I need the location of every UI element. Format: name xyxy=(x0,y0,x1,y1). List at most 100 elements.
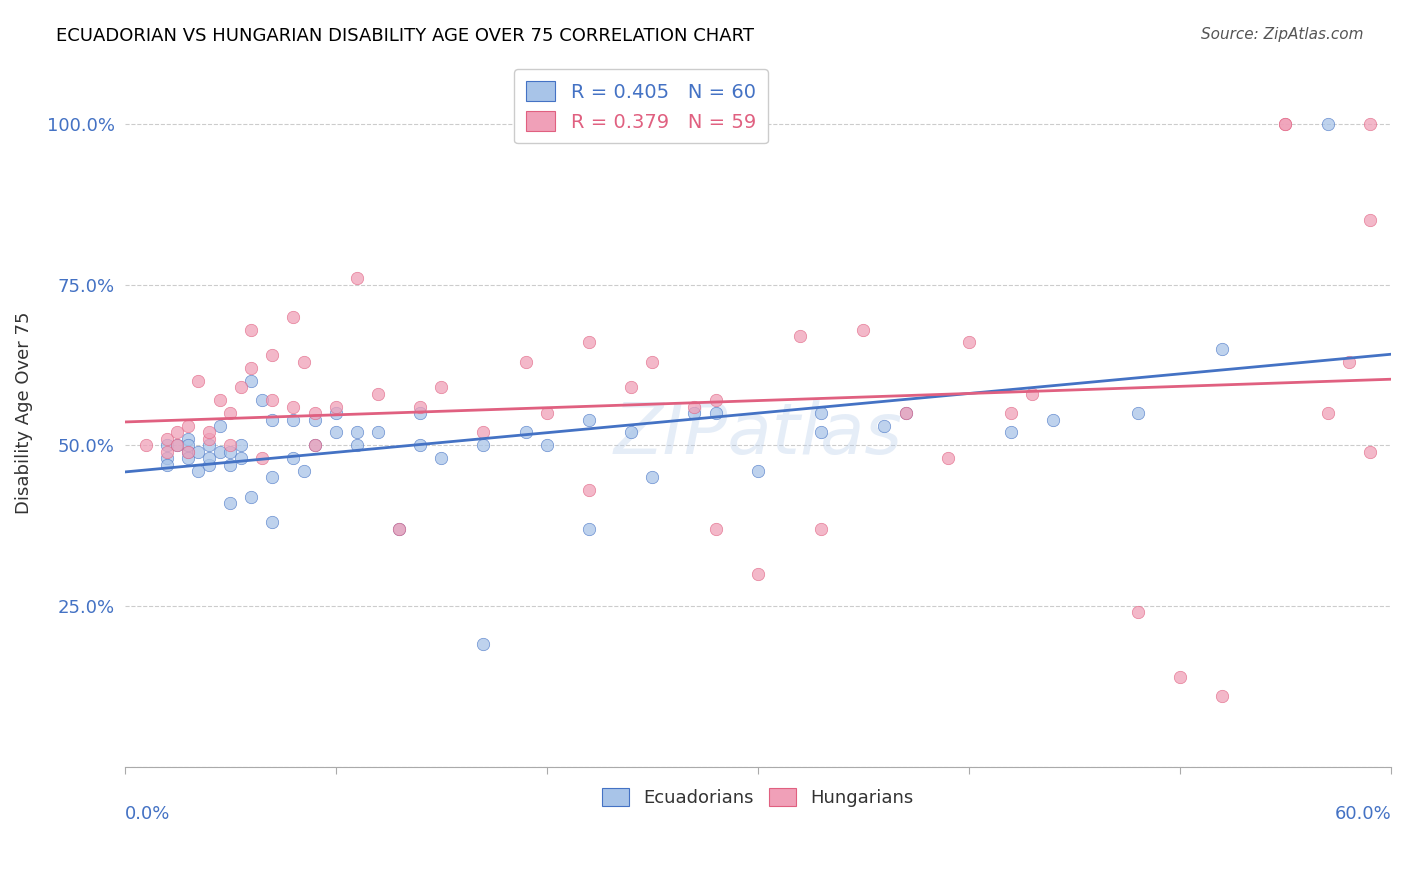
Point xyxy=(229,438,252,452)
Point xyxy=(219,438,242,452)
Point xyxy=(1358,117,1381,131)
Point xyxy=(240,374,263,388)
Point xyxy=(388,522,411,536)
Point xyxy=(240,322,263,336)
Point xyxy=(166,438,188,452)
Point xyxy=(250,451,273,466)
Point xyxy=(177,419,200,434)
Point xyxy=(1126,605,1149,619)
Point xyxy=(325,406,347,420)
Point xyxy=(578,522,600,536)
Point xyxy=(346,425,368,440)
Point xyxy=(219,496,242,510)
Point xyxy=(704,406,727,420)
Point xyxy=(894,406,917,420)
Point xyxy=(1358,444,1381,458)
Point xyxy=(1168,670,1191,684)
Point xyxy=(283,412,305,426)
Point xyxy=(346,438,368,452)
Point xyxy=(747,464,769,478)
Point xyxy=(894,406,917,420)
Point xyxy=(578,412,600,426)
Point xyxy=(1316,406,1339,420)
Point xyxy=(219,444,242,458)
Point xyxy=(304,406,326,420)
Point xyxy=(683,406,706,420)
Point xyxy=(198,438,221,452)
Point xyxy=(262,516,284,530)
Point xyxy=(187,464,209,478)
Point xyxy=(208,393,231,408)
Point xyxy=(472,638,495,652)
Point xyxy=(325,400,347,414)
Point xyxy=(177,444,200,458)
Point xyxy=(177,438,200,452)
Point xyxy=(156,432,179,446)
Point xyxy=(283,400,305,414)
Point xyxy=(578,483,600,498)
Point xyxy=(409,406,432,420)
Point xyxy=(187,444,209,458)
Point xyxy=(1316,117,1339,131)
Point xyxy=(262,348,284,362)
Point xyxy=(789,329,811,343)
Point xyxy=(936,451,959,466)
Point xyxy=(1126,406,1149,420)
Point xyxy=(262,412,284,426)
Point xyxy=(536,438,558,452)
Point xyxy=(304,438,326,452)
Point xyxy=(873,419,896,434)
Point xyxy=(219,406,242,420)
Point xyxy=(472,438,495,452)
Point xyxy=(177,432,200,446)
Point xyxy=(219,458,242,472)
Point xyxy=(515,425,537,440)
Point xyxy=(229,451,252,466)
Point xyxy=(262,470,284,484)
Point xyxy=(430,380,453,394)
Point xyxy=(810,406,832,420)
Point xyxy=(430,451,453,466)
Point xyxy=(325,425,347,440)
Point xyxy=(1021,386,1043,401)
Legend: Ecuadorians, Hungarians: Ecuadorians, Hungarians xyxy=(595,780,921,814)
Text: 60.0%: 60.0% xyxy=(1334,805,1391,823)
Point xyxy=(578,335,600,350)
Point xyxy=(250,393,273,408)
Point xyxy=(240,490,263,504)
Point xyxy=(620,380,643,394)
Point xyxy=(346,271,368,285)
Point xyxy=(1358,213,1381,227)
Point xyxy=(177,444,200,458)
Text: ECUADORIAN VS HUNGARIAN DISABILITY AGE OVER 75 CORRELATION CHART: ECUADORIAN VS HUNGARIAN DISABILITY AGE O… xyxy=(56,27,754,45)
Point xyxy=(704,393,727,408)
Point xyxy=(208,444,231,458)
Point xyxy=(620,425,643,440)
Point xyxy=(852,322,875,336)
Point xyxy=(198,432,221,446)
Point xyxy=(304,412,326,426)
Point xyxy=(166,425,188,440)
Point xyxy=(135,438,157,452)
Point xyxy=(388,522,411,536)
Point xyxy=(683,400,706,414)
Point xyxy=(283,310,305,324)
Point xyxy=(187,374,209,388)
Point xyxy=(198,458,221,472)
Text: ZIPatlas: ZIPatlas xyxy=(613,400,903,469)
Point xyxy=(208,419,231,434)
Point xyxy=(641,354,664,368)
Point xyxy=(1274,117,1296,131)
Point xyxy=(810,425,832,440)
Point xyxy=(198,425,221,440)
Point xyxy=(1274,117,1296,131)
Text: Source: ZipAtlas.com: Source: ZipAtlas.com xyxy=(1201,27,1364,42)
Point xyxy=(229,380,252,394)
Y-axis label: Disability Age Over 75: Disability Age Over 75 xyxy=(15,312,32,515)
Point xyxy=(536,406,558,420)
Point xyxy=(810,522,832,536)
Point xyxy=(1211,342,1233,356)
Point xyxy=(292,354,315,368)
Point xyxy=(472,425,495,440)
Point xyxy=(292,464,315,478)
